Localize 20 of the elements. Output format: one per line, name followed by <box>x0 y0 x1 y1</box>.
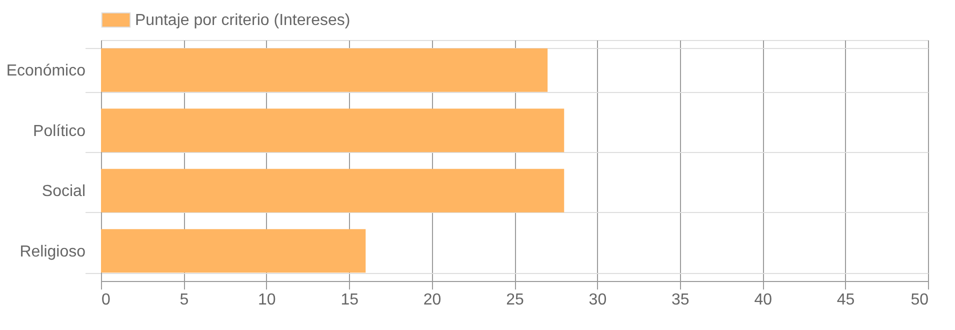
x-tick-label: 50 <box>910 292 929 308</box>
x-tick-label: 5 <box>180 292 189 308</box>
bar <box>101 108 564 152</box>
legend-label: Puntaje por criterio (Intereses) <box>135 12 350 29</box>
x-tick-label: 25 <box>506 292 524 308</box>
y-tick-label: Social <box>42 183 86 200</box>
bar <box>101 48 548 92</box>
x-tick-label: 20 <box>423 292 442 308</box>
y-tick-label: Económico <box>6 62 86 80</box>
x-tick-label: 10 <box>258 292 276 308</box>
bar <box>101 229 366 273</box>
x-tick-label: 15 <box>340 292 359 308</box>
x-tick-label: 45 <box>836 292 855 308</box>
y-tick-label: Religioso <box>20 243 86 260</box>
x-tick-label: 0 <box>102 292 110 308</box>
bar <box>101 168 564 212</box>
x-tick-label: 30 <box>588 292 607 308</box>
x-tick-label: 40 <box>754 292 772 308</box>
x-tick-label: 35 <box>672 292 690 308</box>
y-tick-label: Político <box>33 122 86 140</box>
